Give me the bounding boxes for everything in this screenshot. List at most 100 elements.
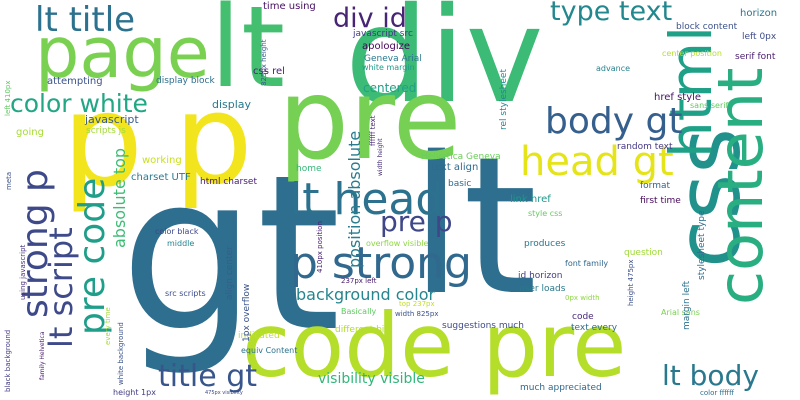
- word-indicated: indicated: [238, 331, 280, 341]
- word-style-css: style css: [528, 209, 563, 218]
- word-attempting: attempting: [47, 76, 103, 87]
- word-lt-top: lt: [210, 0, 286, 113]
- word-rel-stylesheet: rel stylesheet: [499, 69, 509, 130]
- word-code: code: [572, 312, 594, 322]
- word-lt-script: lt script: [42, 227, 80, 348]
- word-margin-left: margin left: [682, 280, 692, 330]
- word-code-pre: code pre: [242, 294, 627, 397]
- word-410px-position: 410px position: [316, 221, 324, 273]
- word-p-left: p: [62, 67, 144, 216]
- word-src-scripts: src scripts: [165, 289, 206, 298]
- word-much-appreciated: much appreciated: [520, 383, 602, 393]
- word-first-time: first time: [640, 196, 681, 206]
- word-left-410px: left 410px: [4, 80, 12, 116]
- word-meta: meta: [5, 171, 13, 190]
- word-basic: basic: [448, 179, 472, 189]
- word-stylesheet-type: stylesheet type: [697, 210, 707, 280]
- word-advance: advance: [596, 64, 631, 73]
- word-every-time: every time: [104, 307, 112, 345]
- word-question: question: [624, 248, 663, 258]
- word-css-rel: css rel: [253, 66, 285, 77]
- word-sans-serif: sans serif: [690, 101, 729, 110]
- word-family-helvetica: family Helvetica: [39, 331, 46, 380]
- word-left-0px: left 0px: [742, 32, 777, 42]
- word-height-475px: height 475px: [627, 259, 635, 306]
- word-middle: middle: [167, 239, 195, 248]
- word-p-strong: p strong: [290, 238, 472, 289]
- word-time-using: time using: [263, 1, 316, 12]
- word-display: display: [212, 98, 252, 111]
- word-color-white: color white: [10, 89, 148, 118]
- word-475px-visibility: 475px visibility: [205, 390, 243, 396]
- word-text-every: text every: [571, 323, 618, 333]
- word-type-text: type text: [550, 0, 673, 27]
- word-pre: pre: [278, 55, 462, 185]
- word-white-background: white background: [117, 322, 125, 385]
- word-equiv-content: equiv Content: [241, 346, 298, 355]
- word-display-block: display block: [156, 76, 215, 86]
- word-working: working: [142, 155, 182, 166]
- word-html-charset: html charset: [200, 177, 257, 187]
- word-lt-large: lt: [410, 116, 538, 337]
- word-825px-height: 825px height: [260, 39, 268, 86]
- word-geneva-arial: Geneva Arial: [364, 54, 422, 64]
- word-width-825px: width 825px: [395, 310, 439, 318]
- word-black-background: black background: [4, 329, 12, 392]
- word-block-content: block content: [676, 22, 738, 32]
- word-random-text: random text: [617, 142, 673, 152]
- word-div: div: [345, 0, 544, 133]
- word-javascript-src: javascript src: [353, 29, 413, 39]
- word-background-color: background color: [296, 285, 436, 304]
- word-top-237px: top 237px: [399, 300, 435, 308]
- word-lt-head: lt head: [290, 174, 444, 225]
- word-centered: centered: [363, 81, 417, 95]
- word-0px-width: 0px width: [565, 294, 600, 302]
- word-ffffff-text: ffffff text: [369, 115, 377, 146]
- word-align-center: align center: [225, 246, 235, 300]
- word-body-gt: body gt: [545, 101, 683, 142]
- word-arial-sans: Arial sans: [661, 308, 700, 317]
- word-pre-p: pre p: [380, 205, 453, 238]
- word-position-absolute: position absolute: [345, 130, 364, 268]
- word-div-id: div id: [333, 3, 407, 34]
- word-helvetica-geneva: Helvetica Geneva: [421, 152, 501, 162]
- word-head-gt: head gt: [520, 139, 674, 185]
- word-visibility-visible: visibility visible: [318, 371, 425, 387]
- word-format: format: [640, 181, 671, 191]
- word-going: going: [16, 127, 44, 138]
- word-using-javascript: using javascript: [19, 244, 27, 300]
- word-scripts-js: scripts js: [86, 126, 126, 136]
- word-center-position: center position: [662, 49, 722, 58]
- word-title-gt: title gt: [158, 359, 257, 394]
- word-color-ffffff: color ffffff: [700, 389, 734, 397]
- word-different-bit: different bit: [335, 325, 388, 335]
- word-1px-overflow: 1px overflow: [242, 283, 252, 342]
- word-color-black: color black: [155, 227, 199, 236]
- word-width-height: width height: [377, 138, 384, 176]
- word-white-margin: white margin: [362, 63, 415, 72]
- word-gt: gt: [120, 128, 341, 379]
- word-link-href: link href: [510, 194, 551, 205]
- word-charset-utf: charset UTF: [131, 172, 191, 183]
- word-suggestions-much: suggestions much: [442, 321, 524, 331]
- word-id-horizon: id horizon: [518, 271, 563, 281]
- word-apologize: apologize: [362, 41, 411, 52]
- word-text-align: text align: [431, 162, 479, 173]
- word-absolute-top: absolute top: [110, 147, 129, 248]
- word-page: page: [35, 12, 210, 94]
- word-basically: Basically: [341, 307, 377, 316]
- word-overflow-visible: overflow visible: [366, 239, 429, 248]
- word-serif-font: serif font: [735, 52, 776, 62]
- word-lt-title: lt title: [35, 0, 136, 40]
- word-height-1px: height 1px: [113, 388, 156, 397]
- word-produces: produces: [524, 239, 566, 249]
- word-horizon: horizon: [740, 8, 778, 19]
- word-home: home: [296, 164, 322, 174]
- word-lt-body: lt body: [662, 359, 759, 392]
- word-font-family: font family: [565, 259, 609, 268]
- word-237px-left: 237px left: [341, 277, 377, 285]
- word-javascript: javascript: [85, 113, 139, 126]
- word-href-style: href style: [654, 92, 702, 103]
- word-p-mid: p: [174, 68, 253, 212]
